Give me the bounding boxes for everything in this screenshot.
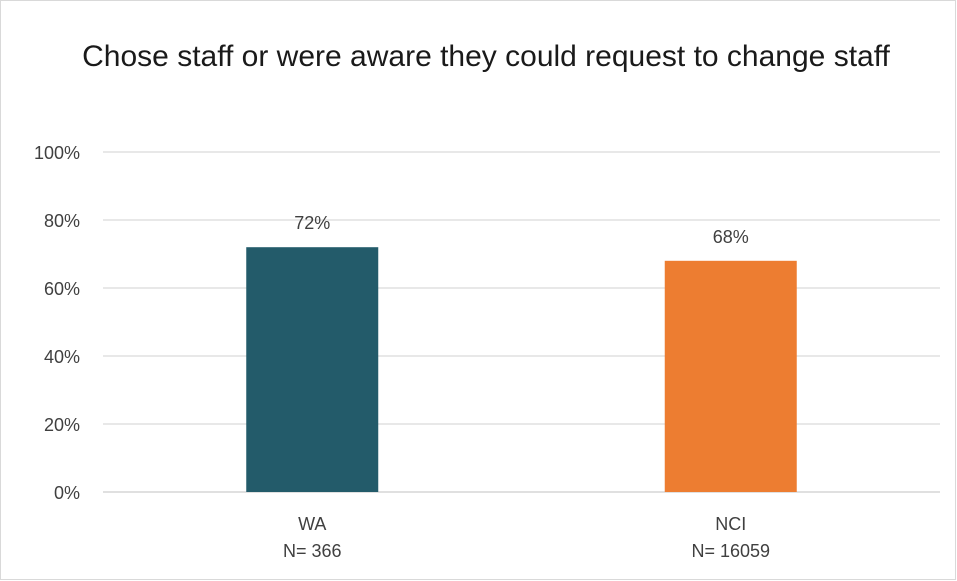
chart-title: Chose staff or were aware they could req…: [82, 40, 890, 73]
x-tick-sublabel: N= 366: [283, 541, 342, 561]
x-tick-label: WA: [298, 514, 326, 534]
labels: 0% 20% 40% 60% 80% 100% 72% WA N= 366 68% NCI N= 16…: [34, 143, 770, 561]
y-tick-label: 60%: [44, 279, 80, 299]
x-tick-label: NCI: [715, 514, 746, 534]
y-tick-label: 40%: [44, 347, 80, 367]
y-tick-label: 80%: [44, 211, 80, 231]
bars: [246, 247, 797, 492]
y-tick-label: 100%: [34, 143, 80, 163]
x-tick-sublabel: N= 16059: [691, 541, 770, 561]
data-label: 72%: [294, 213, 330, 233]
y-tick-label: 20%: [44, 415, 80, 435]
bar-wa: [246, 247, 379, 492]
gridlines: [103, 151, 940, 493]
y-tick-label: 0%: [54, 483, 80, 503]
bar-nci: [664, 260, 797, 492]
data-label: 68%: [713, 227, 749, 247]
